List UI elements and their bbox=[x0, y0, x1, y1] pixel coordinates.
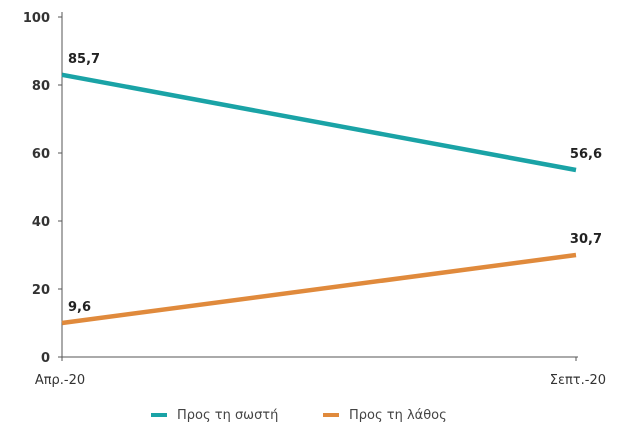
series-line-1 bbox=[61, 72, 577, 173]
y-tick-label: 60 bbox=[32, 147, 50, 162]
data-label: 9,6 bbox=[68, 300, 91, 315]
legend: Προς τη σωστή Προς τη λάθος bbox=[151, 408, 447, 423]
data-labels-group: 85,7 56,6 9,6 30,7 bbox=[68, 52, 602, 315]
y-tick-label: 100 bbox=[23, 11, 50, 26]
y-tick-label: 0 bbox=[41, 351, 50, 366]
y-tick-label: 80 bbox=[32, 79, 50, 94]
series-group bbox=[61, 72, 577, 326]
x-tick-label: Απρ.-20 bbox=[35, 373, 85, 388]
axes: 0 20 40 60 80 100 Απρ.-20 Σεπτ.-20 bbox=[23, 11, 606, 388]
series-line-2 bbox=[61, 252, 577, 326]
data-label: 85,7 bbox=[68, 52, 100, 67]
data-label: 30,7 bbox=[570, 232, 602, 247]
y-tick-label: 20 bbox=[32, 283, 50, 298]
y-tick-label: 40 bbox=[32, 215, 50, 230]
legend-label-2: Προς τη λάθος bbox=[349, 408, 447, 423]
legend-label-1: Προς τη σωστή bbox=[177, 408, 278, 423]
x-tick-label: Σεπτ.-20 bbox=[550, 373, 606, 388]
data-label: 56,6 bbox=[570, 147, 602, 162]
